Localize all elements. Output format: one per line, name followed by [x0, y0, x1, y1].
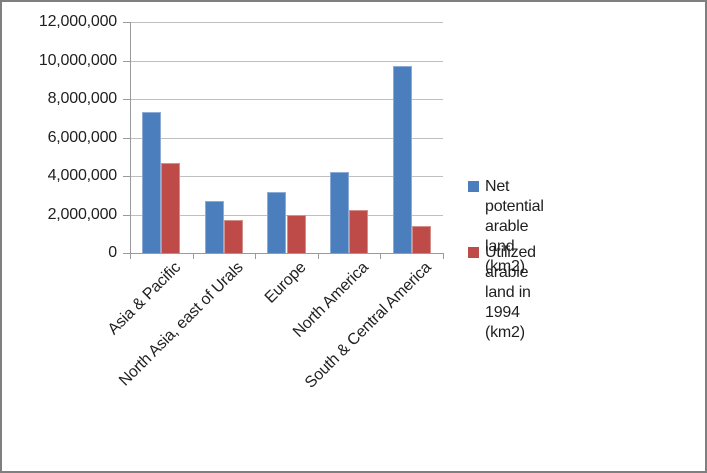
category-label: North Asia, east of Urals: [116, 259, 247, 390]
bar: [286, 215, 306, 253]
x-axis-line: [130, 253, 444, 254]
bar: [267, 192, 287, 253]
legend-item: Utilized arable land in 1994 (km2): [468, 243, 536, 343]
legend-label: Net potential arable land (km2): [485, 177, 544, 277]
bar: [392, 66, 412, 253]
x-axis-tick: [130, 254, 131, 259]
y-tick-label: 6,000,000: [47, 128, 118, 146]
bar: [329, 172, 350, 253]
y-tick-label: 4,000,000: [47, 167, 118, 184]
legend-label-line: Net potential arable land: [485, 178, 544, 255]
bar: [204, 201, 224, 253]
y-tick-label: 10,000,000: [38, 51, 117, 69]
category-label: Europe: [261, 259, 310, 307]
x-axis-tick: [255, 254, 257, 259]
legend-color-swatch-icon: [468, 247, 479, 258]
category-label: South & Central America: [302, 259, 435, 392]
bar: [161, 162, 181, 253]
legend-label-line: 1994 (km2): [485, 304, 525, 341]
gridline: [130, 176, 443, 177]
y-tick-label: 2,000,000: [47, 205, 118, 223]
bar: [349, 209, 369, 253]
legend-label: Utilized arable land in 1994 (km2): [485, 243, 536, 343]
y-axis-tick: [123, 22, 130, 23]
y-tick-label: 0: [108, 244, 117, 261]
y-axis-tick: [123, 253, 130, 254]
bar: [142, 112, 162, 253]
bar: [411, 226, 431, 253]
x-axis-tick: [317, 254, 319, 259]
y-axis-tick: [123, 176, 130, 177]
gridline: [130, 60, 443, 62]
gridline: [130, 137, 443, 139]
y-tick-label: 8,000,000: [47, 90, 118, 107]
gridline: [130, 214, 443, 216]
y-axis-tick: [123, 60, 130, 62]
gridline: [130, 22, 443, 23]
x-axis-tick: [192, 254, 194, 259]
y-axis-tick: [123, 137, 130, 139]
y-tick-label: 12,000,000: [38, 13, 117, 30]
legend-item: Net potential arable land (km2): [468, 177, 544, 277]
legend-label-line: Utilized arable land in: [485, 244, 536, 301]
x-axis-tick: [443, 254, 444, 259]
y-axis-tick: [123, 214, 130, 216]
x-axis-tick: [380, 254, 382, 259]
bar: [223, 220, 244, 253]
y-axis-tick: [123, 99, 130, 100]
gridline: [130, 99, 443, 100]
legend-color-swatch-icon: [468, 181, 479, 192]
y-axis-line: [130, 22, 131, 253]
legend-label-line: (km2): [485, 258, 525, 275]
